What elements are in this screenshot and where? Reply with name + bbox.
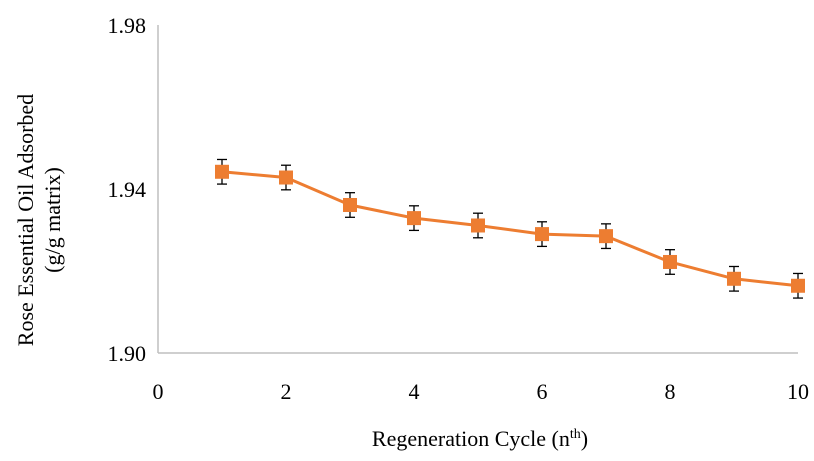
x-tick-label: 2	[281, 379, 292, 404]
data-point-marker	[663, 254, 677, 269]
data-point-marker	[599, 229, 613, 244]
x-tick-label: 4	[409, 379, 420, 404]
y-tick-labels: 1.90 1.94 1.98	[108, 13, 147, 366]
series-markers	[215, 164, 805, 293]
y-tick-label: 1.98	[108, 13, 147, 38]
data-point-marker	[727, 271, 741, 286]
x-tick-label: 0	[153, 379, 164, 404]
data-point-marker	[279, 170, 293, 185]
data-point-marker	[343, 197, 357, 212]
series-line	[221, 170, 799, 288]
data-point-marker	[407, 211, 421, 226]
x-axis-title-sup: th	[570, 427, 581, 442]
x-axis-title-main: Regeneration Cycle (n	[372, 426, 570, 451]
data-point-marker	[535, 227, 549, 242]
x-axis-title: Regeneration Cycle (nth)	[372, 426, 588, 451]
y-axis-title-line1: Rose Essential Oil Adsorbed	[13, 94, 38, 346]
x-tick-labels: 0 2 4 6 8 10	[153, 379, 810, 404]
data-point-marker	[791, 278, 805, 293]
series-lines	[221, 170, 799, 288]
y-tick-label: 1.90	[108, 341, 147, 366]
x-tick-label: 10	[787, 379, 809, 404]
y-tick-label: 1.94	[108, 177, 147, 202]
x-tick-label: 6	[537, 379, 548, 404]
x-tick-label: 8	[665, 379, 676, 404]
data-point-marker	[471, 218, 485, 233]
data-point-marker	[215, 164, 229, 179]
x-axis-title-close: )	[581, 426, 588, 451]
axes	[157, 25, 798, 354]
y-axis-title-line2: (g/g matrix)	[40, 167, 65, 273]
